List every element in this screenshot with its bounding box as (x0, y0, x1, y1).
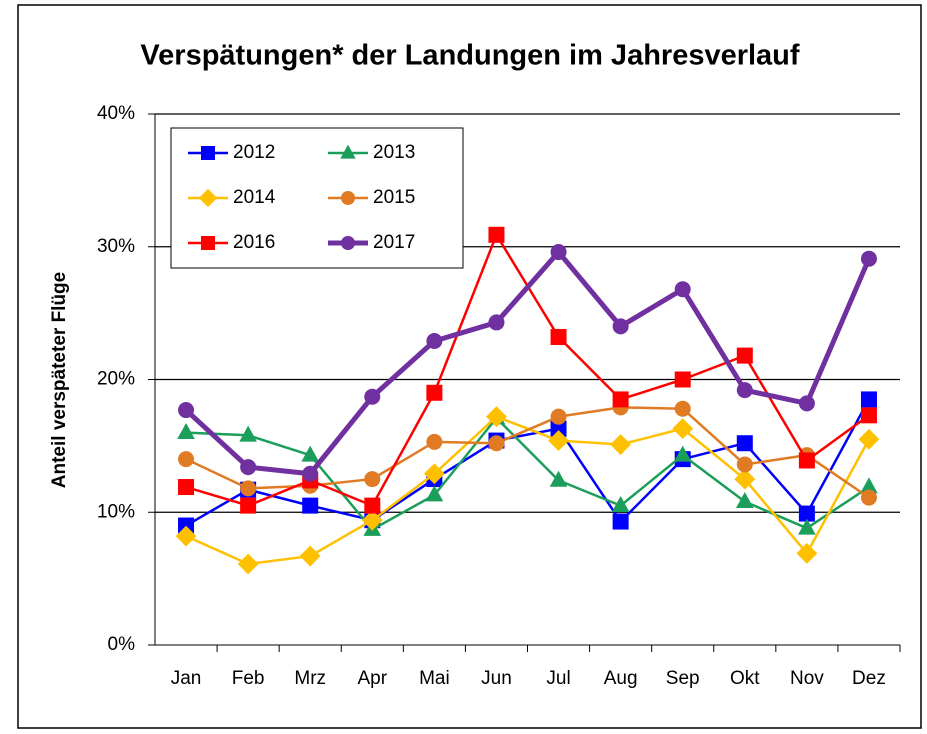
x-tick-label: Apr (358, 668, 388, 689)
data-point (674, 371, 691, 388)
data-point (240, 480, 257, 497)
legend-label: 2012 (233, 142, 275, 163)
legend-marker (341, 236, 355, 250)
x-tick-label: Sep (666, 668, 700, 689)
series-line (185, 398, 871, 527)
legend-marker (340, 144, 356, 159)
data-point (550, 420, 567, 437)
legend-marker (201, 146, 215, 160)
data-point (240, 459, 257, 476)
x-tick-label: Dez (852, 668, 886, 689)
data-point (736, 347, 753, 364)
data-point (426, 384, 443, 401)
data-point (548, 430, 569, 451)
data-point (426, 333, 443, 350)
data-point (735, 492, 754, 509)
legend-label: 2017 (373, 232, 415, 253)
data-point (798, 505, 815, 522)
legend-marker (201, 236, 215, 250)
data-point (860, 391, 877, 408)
data-point (302, 465, 319, 482)
data-point (611, 496, 630, 513)
data-point (178, 402, 195, 419)
data-point (673, 445, 692, 462)
legend-marker (198, 188, 218, 208)
x-tick-label: Mai (419, 668, 450, 689)
y-axis-label: Anteil verspäteter Flüge (49, 272, 70, 488)
data-point (488, 314, 505, 331)
y-tick-label: 0% (108, 634, 136, 655)
x-tick-label: Aug (604, 668, 638, 689)
data-point (178, 517, 195, 534)
data-point (301, 445, 320, 462)
data-point (361, 509, 383, 531)
data-point (550, 329, 567, 346)
data-point (734, 468, 756, 490)
data-point (736, 456, 753, 473)
data-point (798, 452, 815, 469)
data-point (239, 425, 257, 442)
legend-label: 2013 (373, 142, 415, 163)
data-point (858, 428, 880, 450)
data-point (550, 244, 567, 261)
y-tick-label: 40% (97, 103, 135, 124)
series-line (184, 249, 872, 477)
x-tick-label: Jan (171, 668, 202, 689)
data-point (425, 485, 444, 502)
legend-marker (341, 191, 355, 205)
x-tick-label: Feb (232, 668, 265, 689)
data-point (736, 435, 753, 452)
chart-title: Verspätungen* der Landungen im Jahresver… (140, 40, 799, 72)
data-point (672, 418, 694, 440)
data-point (798, 518, 816, 535)
legend-label: 2014 (233, 187, 276, 208)
data-point (860, 477, 878, 494)
data-point (612, 513, 629, 530)
data-point (796, 543, 818, 564)
x-tick-label: Okt (730, 668, 760, 689)
data-point (178, 479, 195, 496)
data-point (299, 545, 321, 567)
y-tick-label: 10% (97, 501, 135, 522)
data-point (423, 463, 445, 485)
data-point (175, 525, 197, 547)
chart-border (17, 4, 922, 729)
data-point (302, 497, 319, 514)
data-point (240, 497, 257, 514)
data-point (426, 433, 443, 450)
data-point (736, 382, 753, 399)
data-point (860, 489, 877, 506)
data-point (178, 451, 195, 468)
data-point (364, 388, 381, 405)
y-tick-label: 20% (97, 369, 135, 390)
data-point (610, 434, 632, 455)
y-tick-label: 30% (97, 236, 135, 257)
data-point (488, 435, 505, 452)
data-point (364, 471, 381, 488)
x-tick-label: Mrz (294, 668, 326, 689)
series-line (185, 416, 870, 531)
data-point (364, 497, 381, 514)
x-tick-label: Nov (790, 668, 824, 689)
data-point (674, 281, 691, 298)
data-point (612, 318, 629, 335)
data-point (612, 391, 629, 408)
legend-label: 2016 (233, 232, 275, 253)
x-tick-label: Jul (546, 668, 570, 689)
data-point (674, 400, 691, 417)
data-point (177, 423, 195, 439)
data-point (860, 407, 877, 424)
data-point (486, 406, 507, 428)
data-point (488, 226, 505, 243)
series-line (185, 406, 870, 499)
data-point (550, 408, 567, 425)
data-point (860, 250, 877, 267)
data-point (798, 395, 815, 412)
data-point (549, 470, 568, 487)
legend-label: 2015 (373, 187, 415, 208)
x-tick-label: Jun (481, 668, 512, 689)
data-point (237, 553, 259, 575)
